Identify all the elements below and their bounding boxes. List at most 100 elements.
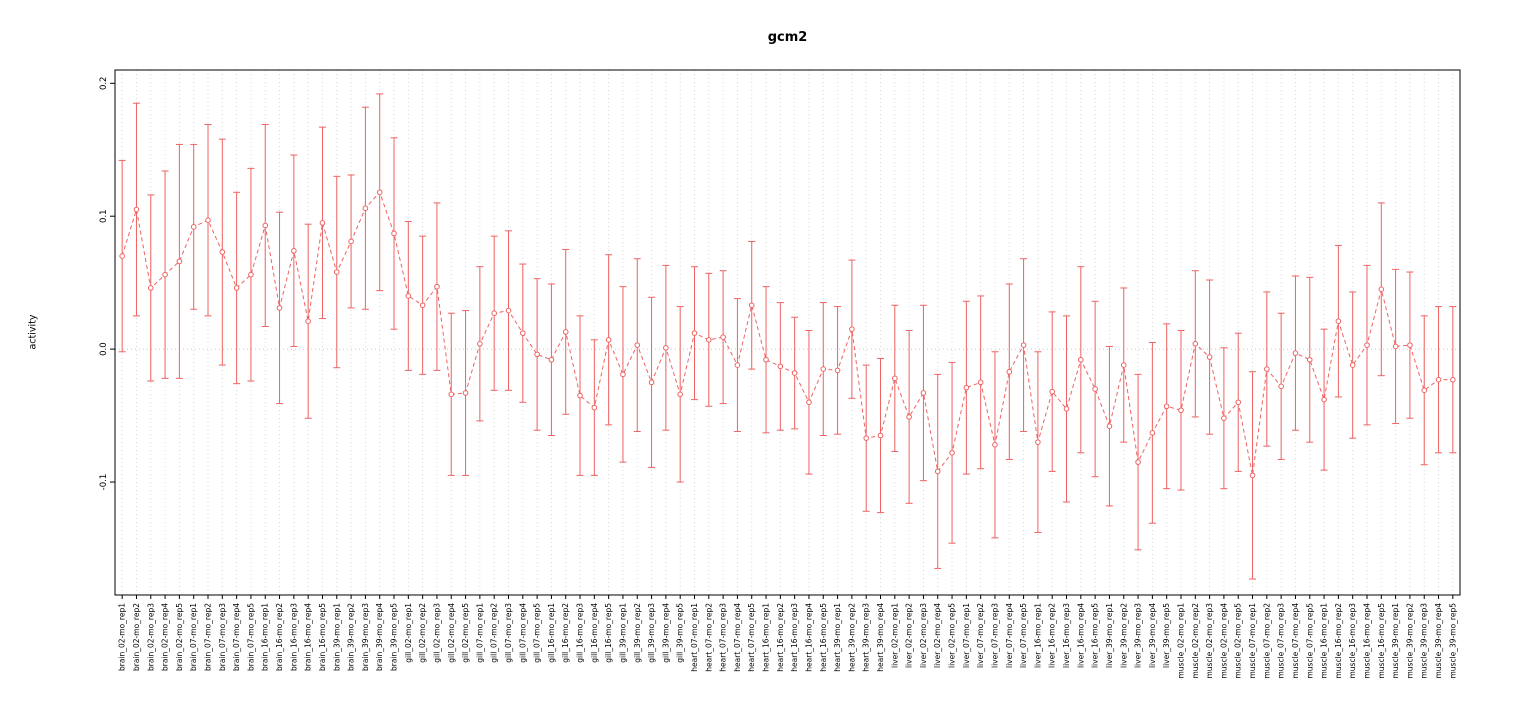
x-tick-label: brain_02-mo_rep5 (175, 603, 184, 671)
data-point (1106, 423, 1113, 430)
x-tick-label: liver_39-mo_rep4 (1148, 603, 1157, 668)
data-point (362, 205, 369, 212)
data-point (777, 363, 784, 370)
data-point (1364, 342, 1370, 348)
data-point (706, 337, 712, 343)
x-tick-label: liver_07-mo_rep2 (976, 603, 985, 668)
data-point (133, 206, 140, 213)
x-tick-label: muscle_16-mo_rep1 (1320, 603, 1329, 679)
data-point (720, 334, 726, 340)
data-point (462, 390, 469, 396)
x-tick-label: heart_07-mo_rep2 (704, 603, 713, 672)
x-tick-label: muscle_16-mo_rep5 (1377, 603, 1386, 679)
data-point (505, 307, 512, 314)
x-tick-label: gill_02-mo_rep3 (432, 603, 441, 663)
x-tick-label: gill_07-mo_rep5 (533, 603, 542, 663)
data-point (176, 258, 183, 265)
data-point (205, 217, 211, 223)
data-point (419, 302, 426, 309)
x-tick-label: brain_07-mo_rep2 (204, 603, 213, 671)
data-point (591, 404, 598, 411)
data-point (291, 247, 297, 254)
x-tick-label: heart_07-mo_rep5 (747, 603, 756, 672)
data-point (233, 285, 240, 291)
x-tick-label: muscle_39-mo_rep4 (1434, 603, 1443, 679)
data-point (1192, 340, 1199, 347)
data-point (834, 367, 841, 374)
x-tick-label: liver_39-mo_rep3 (1134, 603, 1143, 668)
x-tick-label: gill_07-mo_rep4 (518, 603, 527, 663)
x-tick-label: heart_16-mo_rep3 (790, 603, 799, 672)
data-point (820, 366, 827, 372)
data-point (548, 356, 555, 363)
x-tick-label: liver_16-mo_rep5 (1091, 603, 1100, 668)
data-point (1235, 399, 1242, 406)
data-point (677, 391, 683, 398)
data-point (634, 342, 641, 348)
series-line (121, 191, 1453, 476)
x-tick-label: gill_07-mo_rep3 (504, 603, 513, 663)
x-tick-label: muscle_02-mo_rep3 (1205, 603, 1214, 679)
x-tick-label: muscle_02-mo_rep2 (1191, 603, 1200, 679)
data-point (1321, 396, 1327, 403)
x-tick-label: heart_16-mo_rep4 (804, 603, 813, 672)
data-point (477, 340, 483, 347)
x-tick-label: muscle_07-mo_rep1 (1248, 603, 1257, 679)
x-tick-label: liver_39-mo_rep2 (1119, 603, 1128, 668)
x-tick-label: liver_07-mo_rep5 (1019, 603, 1028, 668)
x-tick-label: heart_16-mo_rep1 (762, 603, 771, 672)
data-point (920, 390, 927, 396)
data-point (219, 249, 226, 255)
x-tick-label: liver_16-mo_rep4 (1076, 603, 1085, 668)
y-tick-label: 0.2 (99, 77, 109, 91)
x-tick-label: brain_02-mo_rep3 (146, 603, 155, 671)
data-point (1078, 356, 1084, 363)
x-tick-label: gill_39-mo_rep3 (647, 603, 656, 663)
data-point (491, 310, 497, 317)
data-point (1249, 472, 1256, 479)
data-point (1092, 386, 1098, 392)
x-tick-label: heart_07-mo_rep4 (733, 603, 742, 672)
data-point (605, 337, 612, 343)
x-tick-label: heart_07-mo_rep1 (690, 603, 699, 672)
data-point (892, 375, 898, 382)
x-tick-label: brain_07-mo_rep4 (232, 603, 241, 671)
y-tick-label: 0.1 (99, 209, 109, 223)
y-tick-label: -0.1 (99, 474, 109, 491)
data-point (906, 414, 912, 420)
data-point (1421, 387, 1428, 394)
x-tick-label: liver_02-mo_rep3 (919, 603, 928, 668)
x-tick-label: brain_16-mo_rep4 (304, 603, 313, 671)
data-point (763, 356, 769, 363)
x-tick-label: muscle_16-mo_rep4 (1362, 603, 1371, 679)
x-tick-label: muscle_02-mo_rep1 (1176, 603, 1185, 679)
x-tick-label: muscle_07-mo_rep3 (1277, 603, 1286, 679)
x-tick-label: gill_39-mo_rep5 (676, 603, 685, 663)
data-point (262, 222, 269, 229)
data-point (248, 271, 254, 278)
data-point (963, 384, 970, 391)
x-tick-label: gill_16-mo_rep5 (604, 603, 613, 663)
x-tick-label: brain_02-mo_rep1 (118, 603, 127, 671)
data-point (748, 302, 755, 309)
data-point (1264, 366, 1270, 372)
x-tick-label: heart_07-mo_rep3 (719, 603, 728, 672)
x-tick-label: brain_16-mo_rep5 (318, 603, 327, 671)
data-point (1407, 342, 1413, 348)
data-point (1120, 362, 1127, 368)
x-tick-label: liver_16-mo_rep1 (1033, 603, 1042, 668)
data-point (1178, 407, 1184, 414)
data-points (119, 189, 1456, 479)
data-point (376, 189, 383, 196)
x-tick-label: liver_39-mo_rep5 (1162, 603, 1171, 668)
x-tick-label: liver_02-mo_rep2 (905, 603, 914, 668)
x-tick-label: brain_07-mo_rep3 (218, 603, 227, 671)
data-point (791, 370, 798, 376)
data-point (949, 449, 955, 456)
x-tick-label: muscle_16-mo_rep2 (1334, 603, 1343, 679)
data-point (434, 283, 440, 290)
data-point (1378, 286, 1385, 293)
y-axis: -0.1 0.0 0.1 0.2 (99, 77, 115, 491)
x-tick-label: gill_02-mo_rep1 (404, 603, 413, 663)
